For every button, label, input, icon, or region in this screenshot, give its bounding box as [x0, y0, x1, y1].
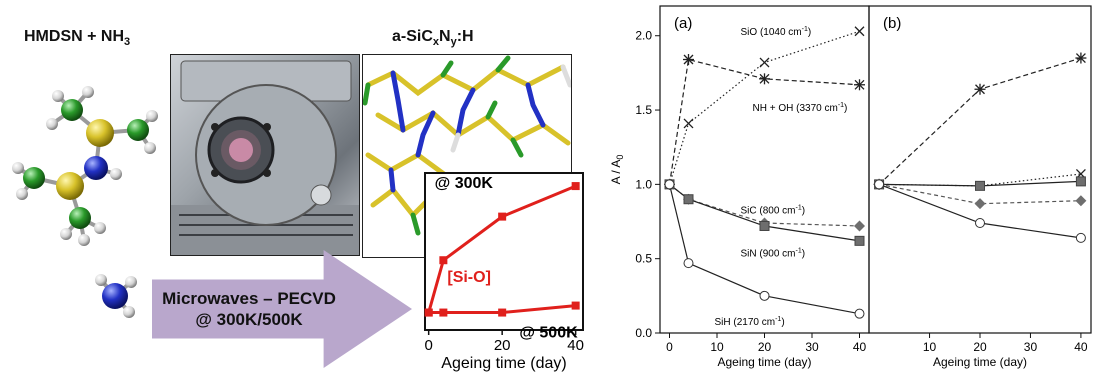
xtick-label: 40 [1074, 340, 1088, 354]
film-label-suffix: :H [456, 28, 474, 45]
hmdsn-molecule [12, 86, 158, 246]
chamber-drawing [171, 60, 359, 255]
xtick-label: 40 [853, 340, 867, 354]
data-point-circle [874, 179, 885, 190]
data-point-square [759, 220, 770, 231]
data-point-square [1075, 176, 1086, 187]
series-line [878, 57, 1082, 185]
data-point-square [975, 180, 985, 191]
film-label-mid: N [439, 28, 451, 45]
data-point-circle [975, 218, 985, 229]
series-line [668, 184, 860, 315]
ytick-label: 1.5 [635, 103, 652, 117]
data-point-circle [854, 308, 865, 319]
inset-point [571, 182, 580, 191]
panel-frame [868, 5, 1092, 334]
data-point-asterisk [974, 83, 986, 95]
data-point-circle [759, 290, 770, 301]
data-point-diamond [854, 220, 865, 232]
inset-xtick-label: 20 [494, 337, 511, 354]
xtick-label: 30 [1024, 340, 1038, 354]
precursor-label-sub: 3 [124, 36, 131, 49]
data-point-square [854, 235, 865, 246]
xtick-label: 20 [758, 340, 772, 354]
series-line [878, 183, 1081, 239]
panel-frame [659, 5, 870, 334]
panel-title: (b) [883, 15, 901, 32]
data-point-x [854, 26, 865, 37]
inset-point [571, 301, 580, 310]
inset-series-line-0 [427, 184, 577, 313]
data-point-circle [683, 258, 694, 269]
series-line [669, 183, 860, 242]
inset-annotation-si-o: [Si-O] [447, 269, 491, 286]
inset-xtick-label: 0 [425, 337, 433, 354]
data-point-x [759, 57, 770, 68]
inset-marks: @ 300K @ 500K [Si-O] 0 20 40 [425, 175, 584, 354]
inset-point [424, 308, 433, 317]
y-axis-label: A / A0 [609, 155, 625, 185]
inset-series-line-1 [428, 304, 576, 315]
film-label-sub-y: y [450, 36, 457, 49]
film-label-prefix: a-SiC [392, 28, 433, 45]
main-marks: (a) 0 10 20 30 40 Ageing time (day) 0.0 0.5 1.0 1.… [609, 5, 1092, 369]
series-label: NH + OH (3370 cm-1) [753, 102, 848, 114]
panel-b: (b) 10 20 30 40 Ageing time (day) [868, 5, 1092, 369]
data-point-diamond [1075, 195, 1087, 207]
structure-sticks [363, 55, 571, 236]
data-point-diamond [974, 198, 986, 210]
data-point-asterisk [683, 54, 694, 66]
data-point-asterisk [759, 73, 770, 85]
series-line [669, 183, 860, 227]
arrow-line-1: Microwaves – PECVD [162, 289, 336, 308]
series-line [668, 30, 860, 185]
panel-a: (a) 0 10 20 30 40 Ageing time (day) 0.0 0.5 1.0 1.… [609, 5, 870, 369]
inset-point [498, 308, 507, 317]
ageing-chart: (a) 0 10 20 30 40 Ageing time (day) 0.0 0.5 1.0 1.… [609, 5, 1092, 369]
ytick-label: 1.0 [635, 177, 652, 191]
molecule-atoms [12, 86, 158, 246]
inset-chart: @ 300K @ 500K [Si-O] 0 20 40 Ageing time (day… [424, 172, 584, 372]
ytick-label: 2.0 [635, 29, 652, 43]
inset-label-300k: @ 300K [435, 175, 494, 192]
data-point-circle [1075, 232, 1086, 243]
ytick-label: 0.5 [635, 252, 652, 266]
series-label: SiC (800 cm-1) [741, 205, 806, 217]
x-axis-label: Ageing time (day) [717, 355, 811, 369]
data-point-circle [664, 179, 675, 190]
series-line [668, 58, 860, 185]
inset-xlabel: Ageing time (day) [441, 355, 566, 372]
inset-xtick-label: 40 [567, 337, 584, 354]
xtick-label: 10 [923, 340, 937, 354]
ytick-label: 0.0 [635, 326, 652, 340]
xtick-label: 30 [805, 340, 819, 354]
series-label: SiH (2170 cm-1) [715, 316, 785, 328]
inset-point [439, 256, 448, 265]
series-label: SiN (900 cm-1) [741, 248, 806, 260]
panel-title: (a) [674, 15, 692, 32]
pecvd-chamber-photo [170, 54, 360, 256]
inset-label-500k: @ 500K [519, 325, 578, 342]
x-axis-label: Ageing time (day) [933, 355, 1027, 369]
precursor-label: HMDSN + NH3 [24, 28, 130, 48]
series-label: SiO (1040 cm-1) [741, 26, 812, 38]
data-point-square [683, 194, 694, 205]
xtick-label: 20 [973, 340, 987, 354]
data-point-asterisk [1075, 52, 1087, 64]
data-point-asterisk [854, 79, 865, 91]
film-label-sub-x: x [432, 36, 440, 49]
xtick-label: 10 [710, 340, 724, 354]
nh3-molecule [95, 274, 137, 318]
precursor-label-text: HMDSN + NH [24, 28, 125, 45]
process-arrow-label: Microwaves – PECVD @ 300K/500K [160, 288, 338, 330]
inset-point [439, 308, 448, 317]
series-line [878, 183, 1081, 205]
inset-point [498, 212, 507, 221]
inset-plot-frame [424, 172, 584, 331]
film-label: a-SiCxNy:H [392, 28, 474, 48]
data-point-x [683, 118, 694, 129]
arrow-line-2: @ 300K/500K [195, 310, 303, 329]
xtick-label: 0 [666, 340, 673, 354]
